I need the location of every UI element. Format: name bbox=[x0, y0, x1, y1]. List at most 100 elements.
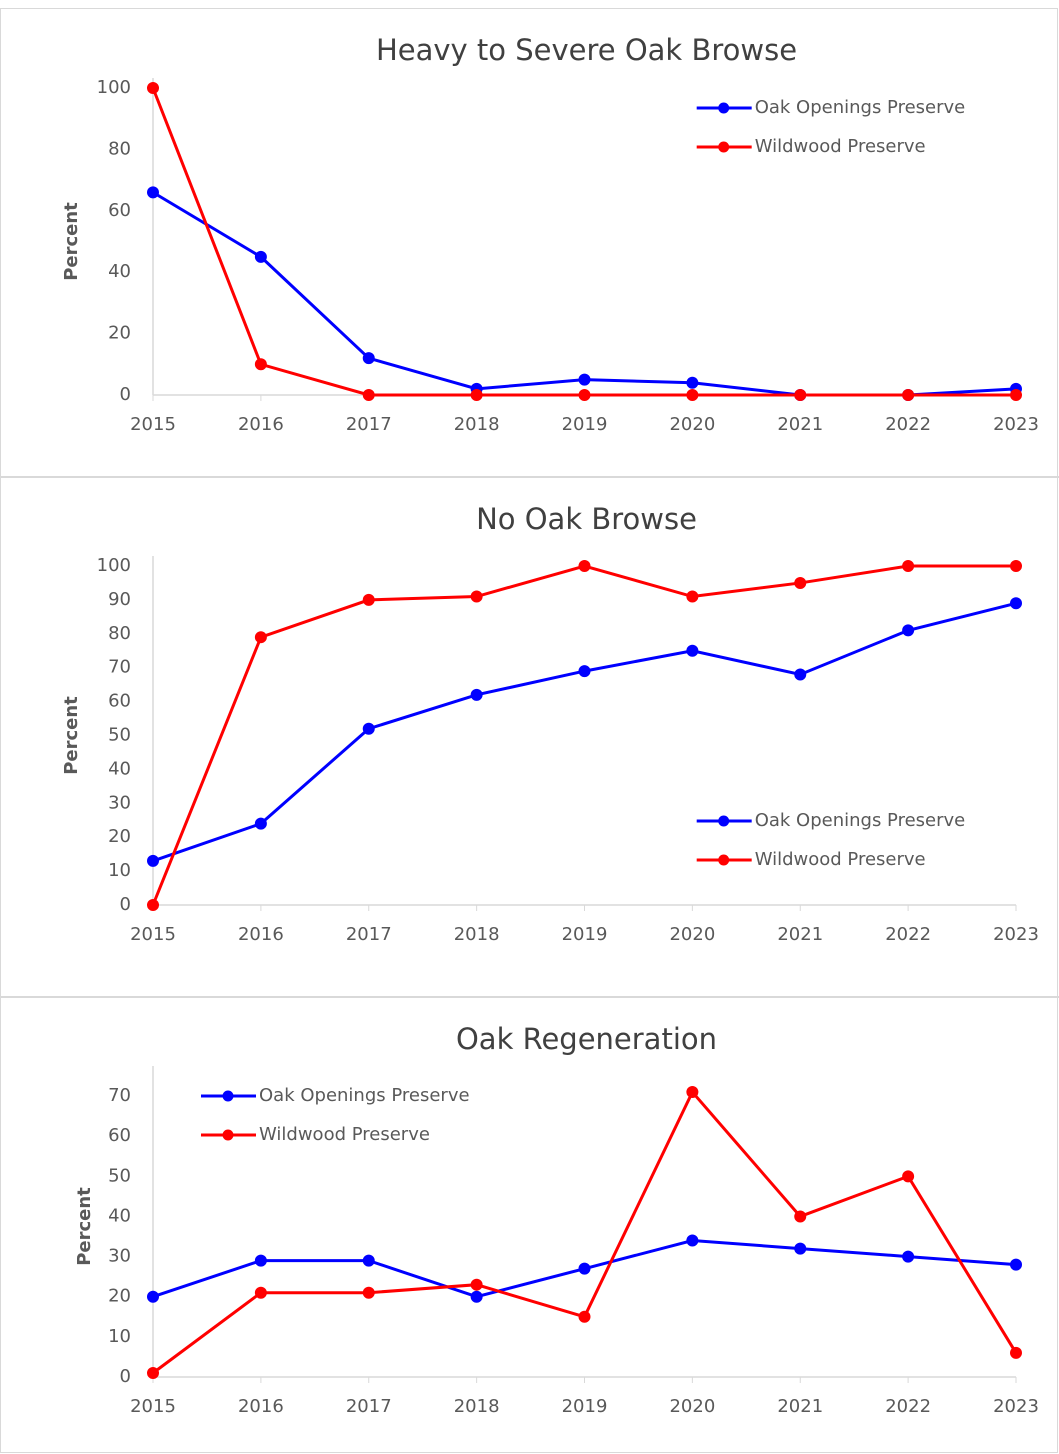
y-tick-label: 30 bbox=[108, 1246, 131, 1267]
x-tick-label: 2021 bbox=[777, 1396, 823, 1417]
data-point bbox=[578, 1262, 591, 1275]
legend-marker bbox=[222, 1090, 234, 1102]
x-tick-label: 2020 bbox=[669, 414, 715, 435]
x-tick-label: 2018 bbox=[454, 1396, 500, 1417]
x-tick-label: 2017 bbox=[346, 1396, 392, 1417]
data-point bbox=[362, 1254, 375, 1267]
x-tick-label: 2016 bbox=[238, 924, 284, 945]
x-tick-label: 2019 bbox=[562, 1396, 608, 1417]
x-tick-label: 2019 bbox=[562, 924, 608, 945]
x-tick-label: 2020 bbox=[669, 924, 715, 945]
y-tick-label: 10 bbox=[108, 860, 131, 881]
y-tick-label: 0 bbox=[120, 894, 131, 915]
chart-title: No Oak Browse bbox=[476, 502, 697, 536]
legend-marker bbox=[718, 854, 730, 866]
data-point bbox=[147, 1366, 159, 1379]
series-line bbox=[151, 87, 1016, 397]
y-tick-label: 80 bbox=[108, 623, 131, 644]
x-tick-label: 2023 bbox=[993, 924, 1039, 945]
x-tick-label: 2015 bbox=[130, 924, 176, 945]
chart-title: Heavy to Severe Oak Browse bbox=[376, 33, 797, 67]
data-point bbox=[1010, 560, 1022, 572]
x-tick-label: 2023 bbox=[993, 1396, 1039, 1417]
chart-title: Oak Regeneration bbox=[456, 1022, 717, 1056]
data-point bbox=[686, 389, 699, 401]
y-tick-label: 100 bbox=[97, 77, 131, 98]
x-tick-label: 2019 bbox=[562, 414, 608, 435]
legend-label: Wildwood Preserve bbox=[755, 849, 926, 870]
data-point bbox=[902, 624, 915, 637]
data-point bbox=[686, 644, 699, 657]
data-point bbox=[470, 1290, 483, 1303]
y-tick-label: 0 bbox=[120, 384, 131, 405]
data-point bbox=[147, 899, 159, 911]
data-point bbox=[147, 854, 159, 867]
x-tick-label: 2022 bbox=[885, 924, 931, 945]
x-tick-label: 2018 bbox=[454, 924, 500, 945]
x-tick-label: 2021 bbox=[777, 414, 823, 435]
data-point bbox=[578, 389, 591, 401]
data-point bbox=[902, 1170, 915, 1183]
data-point bbox=[254, 817, 267, 830]
legend-label: Oak Openings Preserve bbox=[259, 1085, 470, 1106]
data-point bbox=[470, 1278, 483, 1291]
data-point bbox=[902, 560, 915, 572]
data-point bbox=[1010, 597, 1022, 610]
data-point bbox=[578, 1310, 591, 1323]
data-point bbox=[254, 358, 267, 371]
data-point bbox=[470, 590, 483, 603]
y-tick-label: 40 bbox=[108, 758, 131, 779]
legend-label: Oak Openings Preserve bbox=[755, 810, 966, 831]
data-point bbox=[686, 590, 699, 603]
x-tick-label: 2022 bbox=[885, 414, 931, 435]
data-point bbox=[254, 1254, 267, 1267]
data-point bbox=[470, 389, 483, 401]
x-tick-label: 2016 bbox=[238, 414, 284, 435]
y-tick-label: 80 bbox=[108, 138, 131, 159]
data-point bbox=[1010, 1258, 1022, 1271]
data-point bbox=[362, 722, 375, 735]
y-tick-label: 50 bbox=[108, 725, 131, 746]
data-point bbox=[794, 389, 807, 401]
legend-marker bbox=[718, 815, 730, 827]
legend-marker bbox=[718, 141, 730, 153]
x-tick-label: 2021 bbox=[777, 924, 823, 945]
x-tick-label: 2017 bbox=[346, 414, 392, 435]
x-tick-label: 2023 bbox=[993, 414, 1039, 435]
y-tick-label: 60 bbox=[108, 1125, 131, 1146]
series-line bbox=[152, 191, 1017, 397]
data-point bbox=[578, 665, 591, 678]
x-tick-label: 2017 bbox=[346, 924, 392, 945]
data-point bbox=[686, 1086, 699, 1099]
data-point bbox=[254, 631, 267, 644]
data-point bbox=[362, 1286, 375, 1299]
y-tick-label: 60 bbox=[108, 691, 131, 712]
y-tick-label: 20 bbox=[108, 1286, 131, 1307]
y-tick-label: 100 bbox=[97, 555, 131, 576]
x-tick-label: 2018 bbox=[454, 414, 500, 435]
x-tick-label: 2015 bbox=[130, 414, 176, 435]
x-tick-label: 2022 bbox=[885, 1396, 931, 1417]
data-point bbox=[254, 250, 267, 263]
data-point bbox=[578, 560, 591, 572]
y-tick-label: 90 bbox=[108, 589, 131, 610]
data-point bbox=[794, 668, 807, 681]
y-tick-label: 40 bbox=[108, 1205, 131, 1226]
x-tick-label: 2016 bbox=[238, 1396, 284, 1417]
y-tick-label: 0 bbox=[120, 1366, 131, 1387]
data-point bbox=[147, 186, 159, 199]
data-point bbox=[470, 688, 483, 701]
y-tick-label: 40 bbox=[108, 261, 131, 282]
legend-label: Wildwood Preserve bbox=[755, 136, 926, 157]
y-tick-label: 10 bbox=[108, 1326, 131, 1347]
data-point bbox=[794, 1210, 807, 1223]
data-point bbox=[902, 389, 915, 401]
data-point bbox=[794, 1242, 807, 1255]
legend-label: Oak Openings Preserve bbox=[755, 97, 966, 118]
y-axis-label: Percent bbox=[61, 696, 82, 775]
y-tick-label: 30 bbox=[108, 792, 131, 813]
data-point bbox=[362, 389, 375, 401]
y-axis-label: Percent bbox=[74, 1187, 95, 1266]
data-point bbox=[362, 352, 375, 365]
